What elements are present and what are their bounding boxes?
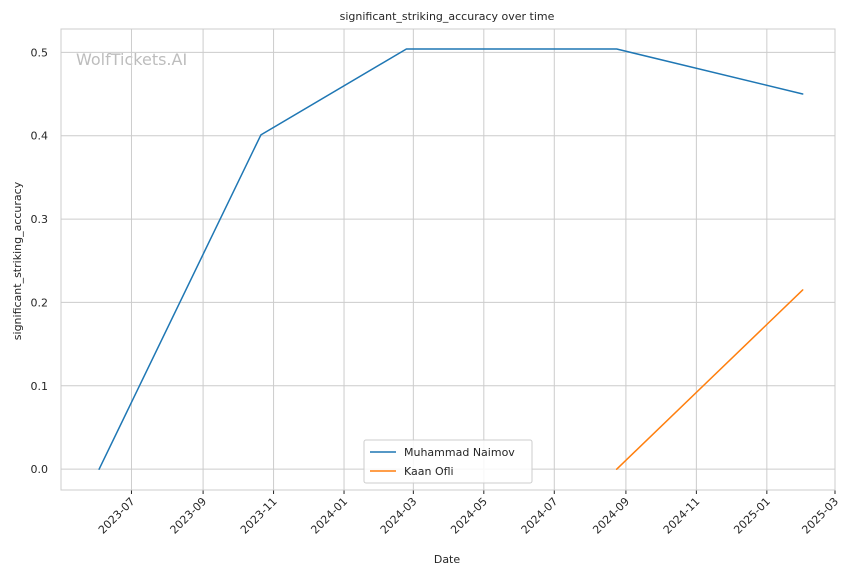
chart-title: significant_striking_accuracy over time	[340, 10, 555, 23]
x-tick-label: 2023-07	[96, 495, 138, 537]
x-tick-label: 2024-01	[308, 495, 350, 537]
y-tick-label: 0.2	[31, 296, 49, 309]
legend-label: Muhammad Naimov	[404, 446, 515, 459]
x-tick-label: 2024-05	[448, 495, 490, 537]
x-tick-label: 2024-11	[661, 495, 703, 537]
series-layer	[98, 48, 804, 470]
y-tick-label: 0.0	[31, 463, 49, 476]
y-axis-label: significant_striking_accuracy	[11, 181, 24, 340]
y-tick-label: 0.1	[31, 380, 49, 393]
x-tick-label: 2025-01	[731, 495, 773, 537]
series-line-0	[98, 48, 804, 470]
x-tick-label: 2024-03	[378, 495, 420, 537]
grid-layer	[61, 29, 836, 490]
plot-frame	[60, 28, 836, 491]
y-tick-label: 0.3	[31, 213, 49, 226]
legend-label: Kaan Ofli	[404, 465, 454, 478]
x-axis-label: Date	[434, 553, 461, 566]
x-tick-label: 2024-09	[590, 495, 632, 537]
series-line-1	[615, 289, 804, 470]
x-tick-label: 2025-03	[799, 495, 841, 537]
x-tick-label: 2023-11	[238, 495, 280, 537]
x-tick-label: 2023-09	[168, 495, 210, 537]
x-tick-label: 2024-07	[519, 495, 561, 537]
legend: Muhammad Naimov Kaan Ofli	[363, 439, 533, 484]
y-tick-label: 0.4	[31, 130, 49, 143]
legend-box	[363, 439, 533, 484]
y-tick-label: 0.5	[31, 46, 49, 59]
